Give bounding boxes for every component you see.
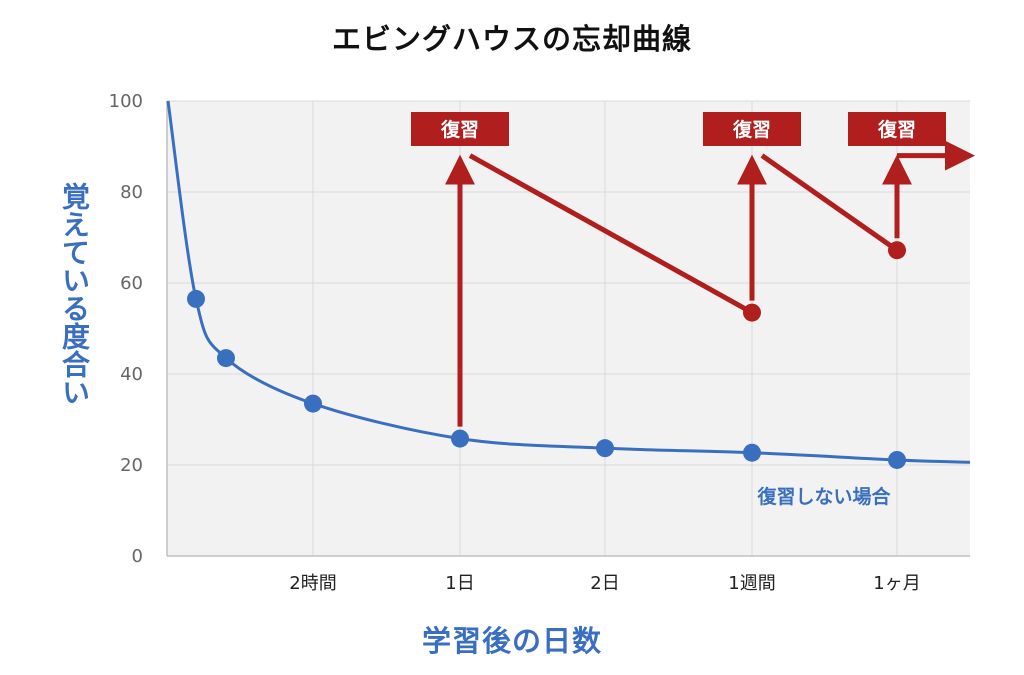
no-review-point <box>596 439 614 458</box>
y-axis-label: 覚えている度合い <box>58 182 91 406</box>
review-label-box <box>703 112 801 146</box>
review-point <box>743 303 761 322</box>
no-review-point <box>187 289 205 308</box>
x-tick-label: 1ヶ月 <box>873 573 920 594</box>
y-tick-label: 60 <box>120 273 143 294</box>
plot-area <box>167 101 970 556</box>
y-tick-label: 40 <box>120 364 143 385</box>
x-tick-label: 1週間 <box>728 573 775 594</box>
no-review-point <box>217 349 235 368</box>
review-label: 復習 <box>440 118 479 141</box>
review-decay-line <box>760 153 899 253</box>
review-label: 復習 <box>877 118 916 141</box>
y-tick-label: 0 <box>132 546 143 567</box>
x-tick-label: 2時間 <box>289 573 336 594</box>
review-label-box <box>848 112 946 146</box>
no-review-series-label: 復習しない場合 <box>756 485 891 508</box>
review-point <box>888 241 906 260</box>
no-review-point <box>304 394 322 413</box>
x-axis-label: 学習後の日数 <box>421 624 602 658</box>
review-decay-line <box>468 153 754 315</box>
y-tick-label: 80 <box>120 182 143 203</box>
x-tick-label: 2日 <box>590 573 619 594</box>
y-tick-label: 20 <box>120 455 143 476</box>
no-review-point <box>743 443 761 462</box>
review-label-box <box>411 112 509 146</box>
review-label: 復習 <box>732 118 771 141</box>
y-tick-label: 100 <box>109 91 143 112</box>
no-review-point <box>888 450 906 469</box>
x-tick-label: 1日 <box>445 573 474 594</box>
no-review-point <box>451 429 469 448</box>
chart-title: エビングハウスの忘却曲線 <box>331 22 692 56</box>
